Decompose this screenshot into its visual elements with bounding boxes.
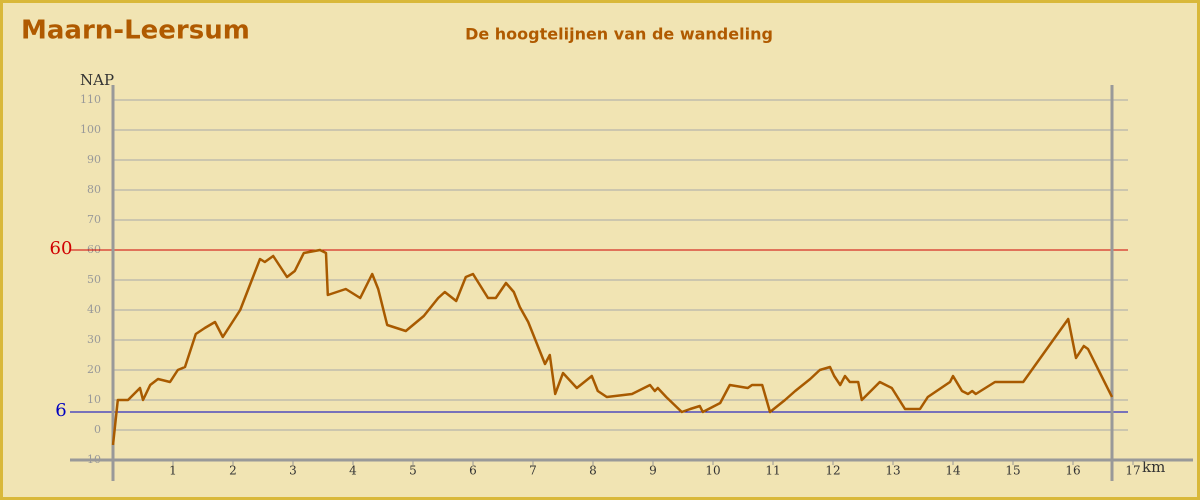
elevation-line bbox=[111, 248, 1114, 446]
x-tick-label: 4 bbox=[349, 464, 357, 478]
y-tick-label: 20 bbox=[87, 363, 101, 376]
y-axis-label: NAP bbox=[80, 71, 114, 89]
y-tick-label: 80 bbox=[87, 183, 101, 196]
x-tick-label: 17 bbox=[1125, 464, 1140, 478]
x-tick-label: 2 bbox=[229, 464, 237, 478]
x-tick-label: 12 bbox=[825, 464, 840, 478]
x-tick-label: 7 bbox=[529, 464, 537, 478]
y-tick-label: 40 bbox=[87, 303, 101, 316]
x-tick-label: 1 bbox=[169, 464, 177, 478]
x-tick-label: 15 bbox=[1005, 464, 1020, 478]
y-tick-label: 30 bbox=[87, 333, 101, 346]
x-tick-label: 8 bbox=[589, 464, 597, 478]
y-tick-label: 70 bbox=[87, 213, 101, 226]
x-tick-label: 16 bbox=[1065, 464, 1080, 478]
x-tick-label: 3 bbox=[289, 464, 297, 478]
x-axis-label: km bbox=[1142, 458, 1165, 476]
x-tick-label: 6 bbox=[469, 464, 477, 478]
y-tick-label: 0 bbox=[94, 423, 101, 436]
chart-title: Maarn-Leersum bbox=[21, 16, 250, 46]
x-tick-label: 11 bbox=[765, 464, 780, 478]
chart-subtitle: De hoogtelijnen van de wandeling bbox=[465, 25, 773, 44]
x-tick-label: 10 bbox=[705, 464, 720, 478]
x-tick-label: 14 bbox=[945, 464, 961, 478]
y-tick-label: 90 bbox=[87, 153, 101, 166]
x-tick-label: 13 bbox=[885, 464, 900, 478]
reference-label: 60 bbox=[50, 238, 73, 259]
x-tick-label: 9 bbox=[649, 464, 657, 478]
y-tick-label: 50 bbox=[87, 273, 101, 286]
y-tick-label: 110 bbox=[80, 93, 101, 106]
chart: Maarn-Leersum De hoogtelijnen van de wan… bbox=[21, 16, 1193, 481]
reference-label: 6 bbox=[55, 400, 66, 421]
y-tick-label: 100 bbox=[80, 123, 101, 136]
y-tick-label: 10 bbox=[87, 393, 101, 406]
x-tick-label: 5 bbox=[409, 464, 417, 478]
